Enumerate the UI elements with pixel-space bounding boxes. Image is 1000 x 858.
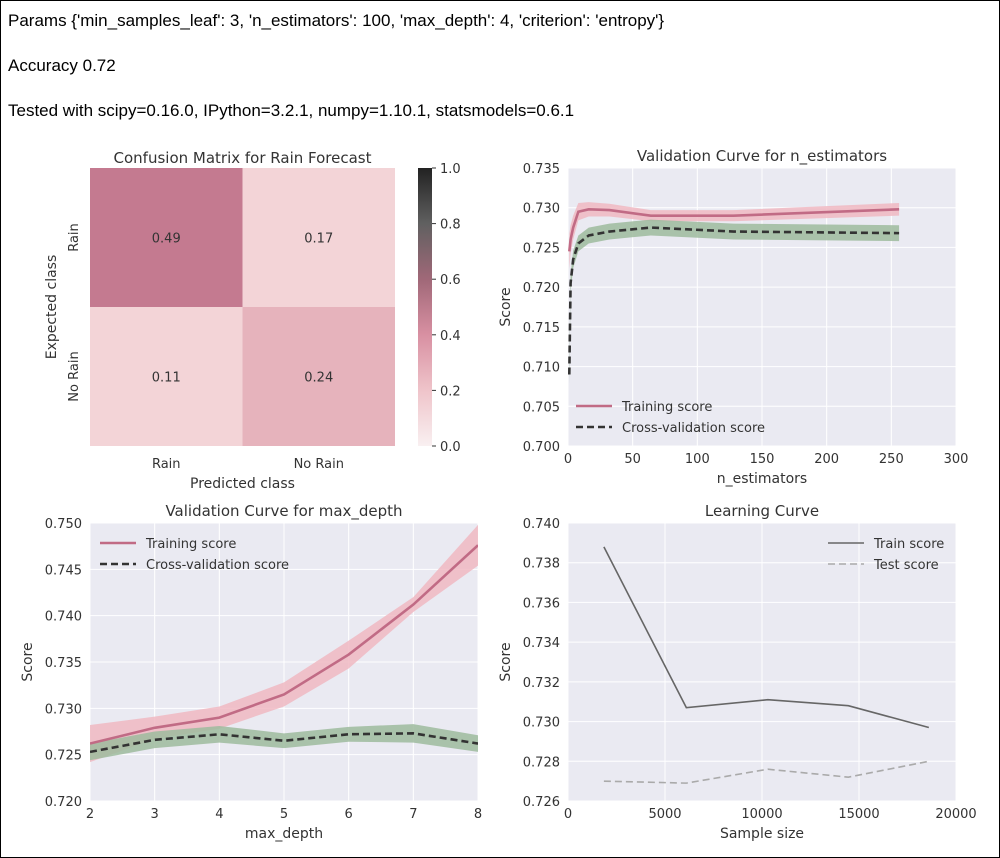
x-tick-label: 10000 bbox=[741, 807, 782, 822]
x-tick-label: 2 bbox=[86, 807, 94, 822]
series-line bbox=[603, 546, 930, 729]
y-tick-label: 0.726 bbox=[523, 795, 560, 810]
legend-label: Training score bbox=[621, 400, 712, 415]
y-tick-label: 0.740 bbox=[523, 517, 560, 532]
legend-label: Cross-validation score bbox=[622, 421, 765, 436]
series-layer bbox=[603, 546, 930, 784]
x-tick-label: 300 bbox=[944, 452, 969, 467]
y-tick-label: 0.745 bbox=[45, 563, 82, 578]
y-tick-label: 0.728 bbox=[523, 755, 560, 770]
heatmap-cell-label: 0.17 bbox=[304, 232, 333, 247]
x-tick-label: Rain bbox=[152, 457, 181, 472]
y-tick-label: No Rain bbox=[67, 351, 82, 401]
series-line bbox=[603, 760, 929, 784]
x-axis-label: max_depth bbox=[245, 826, 323, 842]
colorbar-tick-label: 0.8 bbox=[440, 218, 461, 233]
x-tick-label: 200 bbox=[814, 452, 839, 467]
x-tick-label: 7 bbox=[409, 807, 417, 822]
y-tick-label: 0.735 bbox=[45, 656, 82, 671]
confidence-band bbox=[90, 724, 478, 761]
y-tick-label: 0.750 bbox=[45, 517, 82, 532]
x-tick-label: 15000 bbox=[838, 807, 879, 822]
colorbar-tick-label: 1.0 bbox=[440, 162, 461, 177]
y-tick-label: 0.710 bbox=[523, 361, 560, 376]
x-tick-label: 150 bbox=[750, 452, 775, 467]
series-line bbox=[568, 226, 900, 375]
legend-label: Train score bbox=[873, 537, 944, 552]
y-axis-label: Expected class bbox=[44, 255, 60, 360]
y-tick-label: 0.730 bbox=[45, 702, 82, 717]
y-tick-label: 0.730 bbox=[523, 202, 560, 217]
y-tick-label: 0.735 bbox=[523, 162, 560, 177]
confidence-band bbox=[569, 219, 900, 385]
x-tick-label: 50 bbox=[624, 452, 641, 467]
x-tick-label: 20000 bbox=[935, 807, 976, 822]
x-tick-label: 0 bbox=[564, 807, 572, 822]
x-tick-label: 3 bbox=[151, 807, 159, 822]
versions-text: Tested with scipy=0.16.0, IPython=3.2.1,… bbox=[8, 101, 575, 120]
colorbar-tick-label: 0.4 bbox=[440, 329, 461, 344]
heatmap-cell-label: 0.24 bbox=[304, 371, 333, 386]
heatmap-cell bbox=[242, 168, 395, 307]
series-line bbox=[90, 732, 478, 754]
y-tick-label: 0.734 bbox=[523, 636, 560, 651]
legend-label: Test score bbox=[873, 558, 939, 573]
x-axis-label: Sample size bbox=[720, 826, 804, 842]
accuracy-text: Accuracy 0.72 bbox=[8, 56, 116, 75]
y-axis-label: Score bbox=[20, 642, 36, 681]
chart-title: Confusion Matrix for Rain Forecast bbox=[114, 149, 372, 167]
colorbar bbox=[418, 168, 432, 446]
y-tick-label: 0.736 bbox=[523, 596, 560, 611]
y-tick-label: 0.730 bbox=[523, 716, 560, 731]
x-tick-label: 5 bbox=[280, 807, 288, 822]
x-tick-label: 8 bbox=[474, 807, 482, 822]
x-tick-label: 6 bbox=[345, 807, 353, 822]
heatmap-cell-label: 0.11 bbox=[152, 371, 181, 386]
y-tick-label: 0.725 bbox=[523, 241, 560, 256]
heatmap-cell bbox=[90, 307, 243, 446]
params-text: Params {'min_samples_leaf': 3, 'n_estima… bbox=[8, 11, 665, 30]
heatmap-cell bbox=[90, 168, 243, 307]
heatmap-cell bbox=[242, 307, 395, 446]
colorbar-tick-label: 0.0 bbox=[440, 440, 461, 455]
x-tick-label: 5000 bbox=[648, 807, 681, 822]
series-layer bbox=[568, 202, 900, 385]
y-tick-label: 0.700 bbox=[523, 440, 560, 455]
y-tick-label: 0.720 bbox=[45, 795, 82, 810]
vc_n_estimators-chart: 0 50 100 150 200 250 300 0.700 0.705 0.710 0.715 0.… bbox=[498, 147, 968, 487]
y-tick-label: 0.725 bbox=[45, 749, 82, 764]
x-tick-label: 4 bbox=[215, 807, 223, 822]
y-tick-label: 0.720 bbox=[523, 281, 560, 296]
legend-label: Training score bbox=[145, 537, 236, 552]
chart-title: Validation Curve for max_depth bbox=[165, 502, 402, 521]
chart-title: Learning Curve bbox=[705, 502, 819, 520]
x-tick-label: 250 bbox=[879, 452, 904, 467]
x-tick-label: 100 bbox=[685, 452, 710, 467]
heatmap-cell-label: 0.49 bbox=[152, 232, 181, 247]
confusion-matrix-chart: 0.49 0.17 0.11 0.24 Rain No Rain Rain No Rain Pr… bbox=[44, 149, 461, 492]
vc_max_depth-chart: 2 3 4 5 6 7 8 0.720 0.725 0.730 0.735 0.740 0.745 0.7… bbox=[20, 502, 482, 842]
y-tick-label: 0.738 bbox=[523, 557, 560, 572]
learning_curve-chart: 0 5000 10000 15000 20000 0.726 0.728 0.730 0.732… bbox=[498, 502, 977, 842]
confidence-band bbox=[569, 202, 900, 269]
x-tick-label: 0 bbox=[564, 452, 572, 467]
chart-title: Validation Curve for n_estimators bbox=[637, 147, 887, 166]
colorbar-tick-label: 0.6 bbox=[440, 273, 461, 288]
x-axis-label: n_estimators bbox=[717, 471, 807, 487]
y-tick-label: 0.715 bbox=[523, 321, 560, 336]
y-tick-label: 0.705 bbox=[523, 400, 560, 415]
y-tick-label: 0.732 bbox=[523, 676, 560, 691]
y-tick-label: Rain bbox=[67, 223, 82, 252]
colorbar-tick-label: 0.2 bbox=[440, 384, 461, 399]
y-axis-label: Score bbox=[498, 287, 514, 326]
y-tick-label: 0.740 bbox=[45, 610, 82, 625]
x-tick-label: No Rain bbox=[294, 457, 344, 472]
series-line bbox=[90, 544, 478, 745]
y-axis-label: Score bbox=[498, 642, 514, 681]
x-axis-label: Predicted class bbox=[190, 476, 295, 492]
series-line bbox=[568, 207, 900, 252]
series-layer bbox=[90, 524, 478, 763]
legend-label: Cross-validation score bbox=[146, 558, 289, 573]
